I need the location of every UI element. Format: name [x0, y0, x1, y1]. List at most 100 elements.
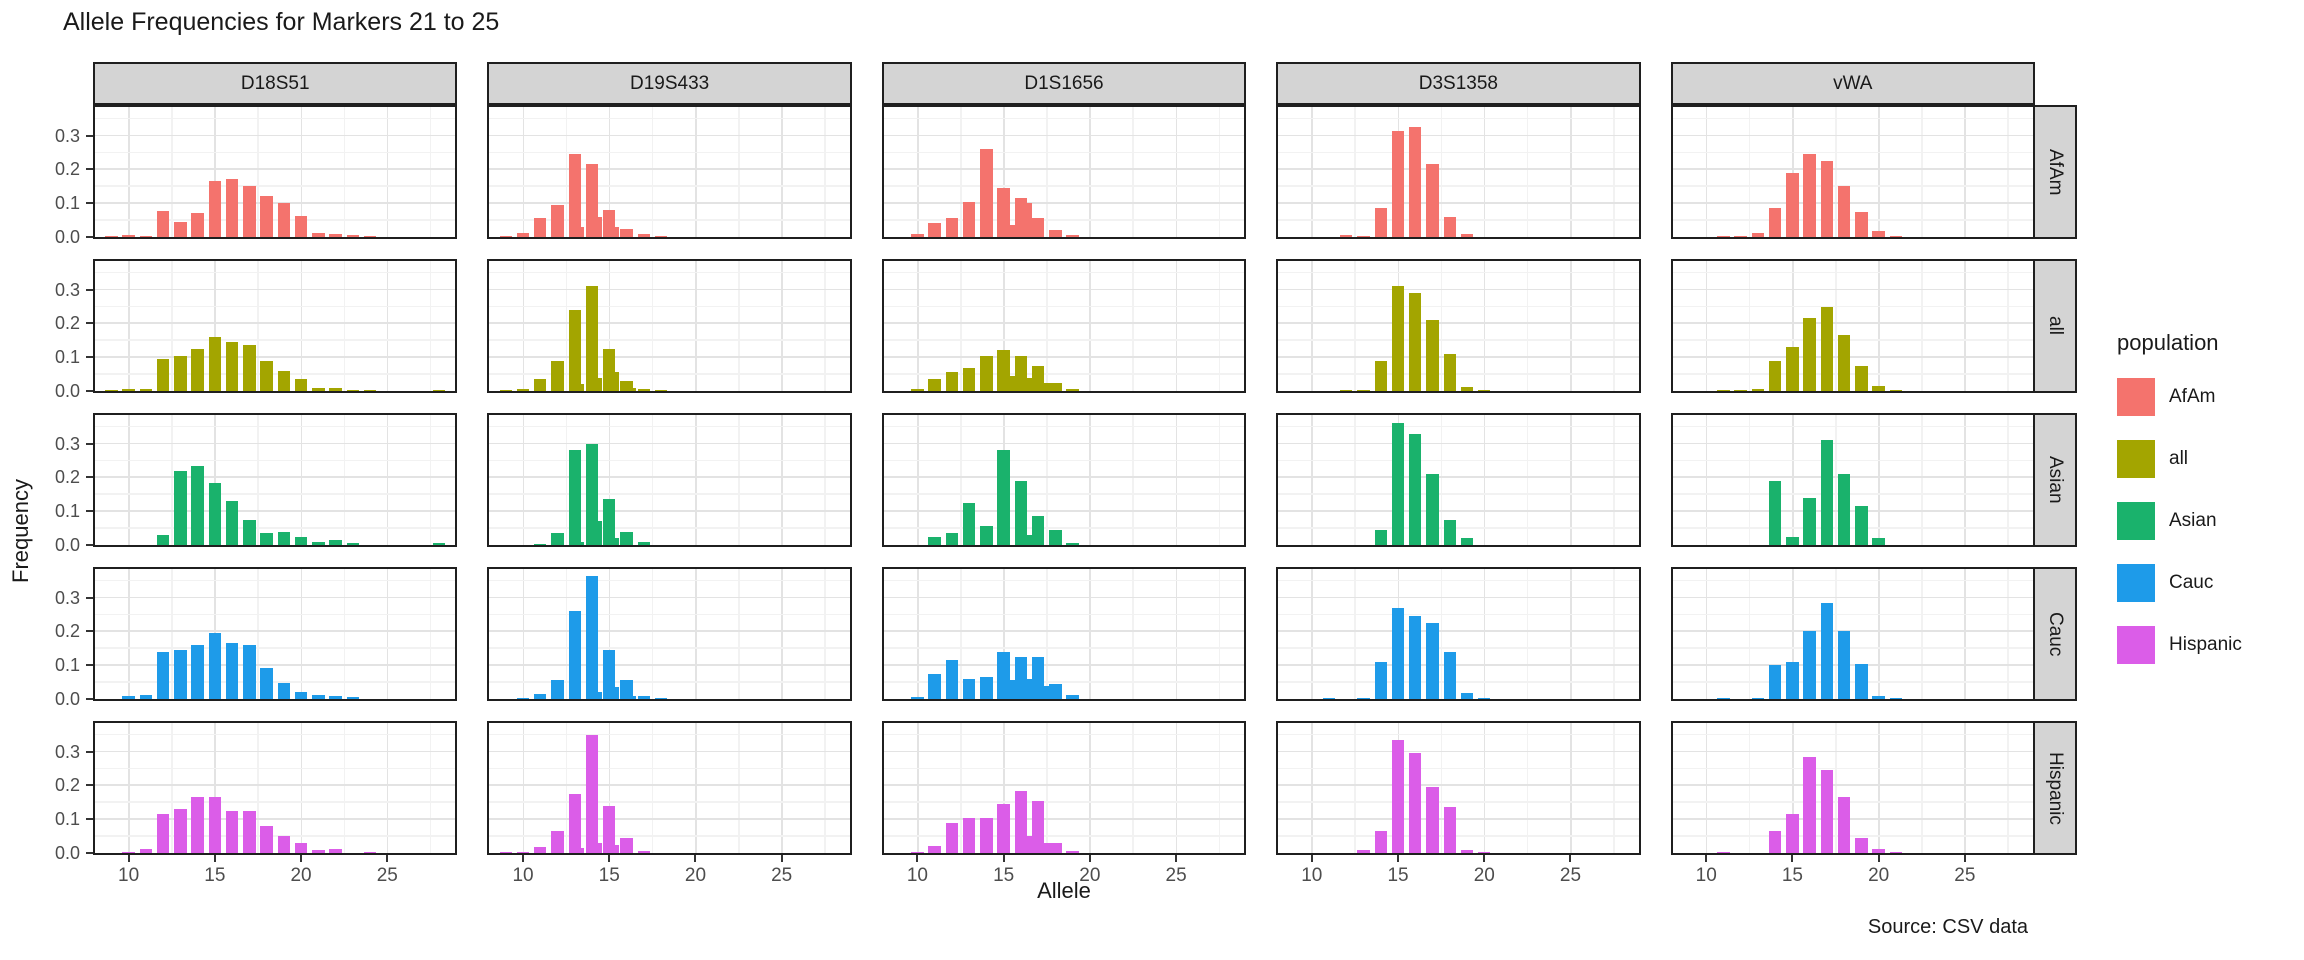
gridline-horizontal: [95, 596, 456, 599]
gridline-vertical: [386, 107, 389, 237]
gridline-horizontal: [489, 288, 850, 291]
gridline-vertical: [128, 261, 130, 391]
frequency-bar: [620, 228, 633, 237]
frequency-bar: [277, 371, 291, 391]
frequency-bar: [551, 680, 564, 699]
legend-color-swatch: [2117, 502, 2155, 540]
gridline-horizontal: [95, 801, 456, 803]
gridline-vertical: [257, 107, 260, 237]
gridline-vertical: [694, 569, 697, 699]
frequency-bar: [606, 226, 619, 237]
gridline-horizontal: [883, 750, 1245, 753]
frequency-bar: [980, 817, 993, 853]
gridline-vertical: [429, 415, 432, 545]
legend-color-swatch: [2117, 440, 2155, 478]
frequency-bar: [585, 286, 599, 391]
gridline-vertical: [1046, 415, 1048, 545]
gridline-vertical: [522, 723, 525, 853]
y-tick-mark: [86, 476, 93, 479]
facet-panel: [487, 259, 852, 393]
gridline-horizontal: [1672, 168, 2033, 170]
frequency-bar: [637, 696, 650, 699]
gridline-vertical: [1440, 107, 1443, 237]
frequency-bar: [1019, 836, 1033, 853]
frequency-bar: [139, 848, 153, 853]
gridline-horizontal: [489, 510, 850, 512]
frequency-bar: [1460, 850, 1474, 853]
y-axis-title: Frequency: [8, 479, 33, 583]
frequency-bar: [1820, 440, 1834, 545]
gridline-vertical: [300, 261, 303, 391]
facet-panel: [1670, 259, 2035, 393]
gridline-vertical: [1218, 415, 1221, 545]
frequency-bar: [603, 650, 616, 699]
frequency-bar: [571, 384, 585, 391]
frequency-bar: [1803, 756, 1816, 853]
gridline-vertical: [429, 723, 432, 853]
gridline-horizontal: [1672, 134, 2033, 137]
frequency-bar: [208, 336, 222, 391]
frequency-bar: [1049, 683, 1062, 699]
x-tick-mark: [1877, 855, 1880, 862]
frequency-bar: [997, 188, 1010, 237]
frequency-bar: [363, 851, 377, 853]
x-axis-title: Allele: [1037, 878, 1091, 903]
gridline-horizontal: [95, 117, 456, 120]
frequency-bar: [139, 235, 153, 237]
frequency-bar: [589, 216, 602, 237]
gridline-vertical: [1003, 261, 1005, 391]
frequency-bar: [191, 465, 204, 545]
frequency-bar: [1768, 480, 1782, 545]
gridline-horizontal: [1672, 835, 2033, 837]
frequency-bar: [1751, 232, 1765, 237]
x-tick-mark: [1310, 855, 1313, 862]
gridline-vertical: [738, 569, 740, 699]
frequency-bar: [260, 533, 273, 545]
gridline-vertical: [171, 415, 173, 545]
gridline-vertical: [651, 723, 654, 853]
gridline-vertical: [1705, 261, 1708, 391]
gridline-vertical: [1964, 107, 1966, 237]
gridline-vertical: [1354, 107, 1357, 237]
legend-items: AfAm all Asian Cauc Hispanic: [2117, 378, 2242, 688]
x-tick-label: 15: [1387, 865, 1409, 886]
frequency-bar: [945, 822, 959, 853]
frequency-bar: [1019, 678, 1033, 699]
gridline-horizontal: [95, 305, 456, 308]
gridline-vertical: [300, 107, 303, 237]
frequency-bar: [1409, 127, 1422, 237]
frequency-bar: [516, 851, 530, 853]
y-tick-label: 0.3: [54, 741, 80, 762]
gridline-vertical: [1218, 569, 1221, 699]
gridline-vertical: [781, 107, 783, 237]
frequency-bar: [1066, 388, 1079, 391]
gridline-horizontal: [489, 801, 850, 803]
y-tick-mark: [86, 322, 93, 325]
gridline-vertical: [824, 107, 826, 237]
gridline-vertical: [257, 723, 260, 853]
frequency-bar: [1768, 360, 1782, 391]
frequency-bar: [928, 536, 941, 545]
gridline-horizontal: [95, 373, 456, 375]
gridline-vertical: [1311, 723, 1313, 853]
y-tick-mark: [86, 288, 93, 291]
gridline-vertical: [1526, 569, 1529, 699]
gridline-vertical: [1878, 415, 1880, 545]
gridline-horizontal: [1278, 373, 1639, 375]
gridline-horizontal: [1278, 510, 1639, 512]
frequency-bar: [1443, 353, 1456, 391]
x-tick-mark: [1963, 855, 1966, 862]
gridline-vertical: [1311, 569, 1313, 699]
gridline-vertical: [1748, 415, 1751, 545]
facet-panel: [487, 413, 852, 547]
source-caption: Source: CSV data: [1867, 916, 2028, 938]
y-tick-label: 0.1: [54, 193, 80, 214]
frequency-bar: [312, 694, 325, 699]
y-tick-label: 0.0: [54, 689, 80, 709]
frequency-bar: [1837, 335, 1851, 391]
y-tick-label: 0.1: [54, 347, 80, 368]
gridline-vertical: [565, 723, 568, 853]
gridline-horizontal: [489, 493, 850, 495]
x-tick-label: 25: [1559, 865, 1582, 886]
gridline-horizontal: [1278, 596, 1639, 599]
